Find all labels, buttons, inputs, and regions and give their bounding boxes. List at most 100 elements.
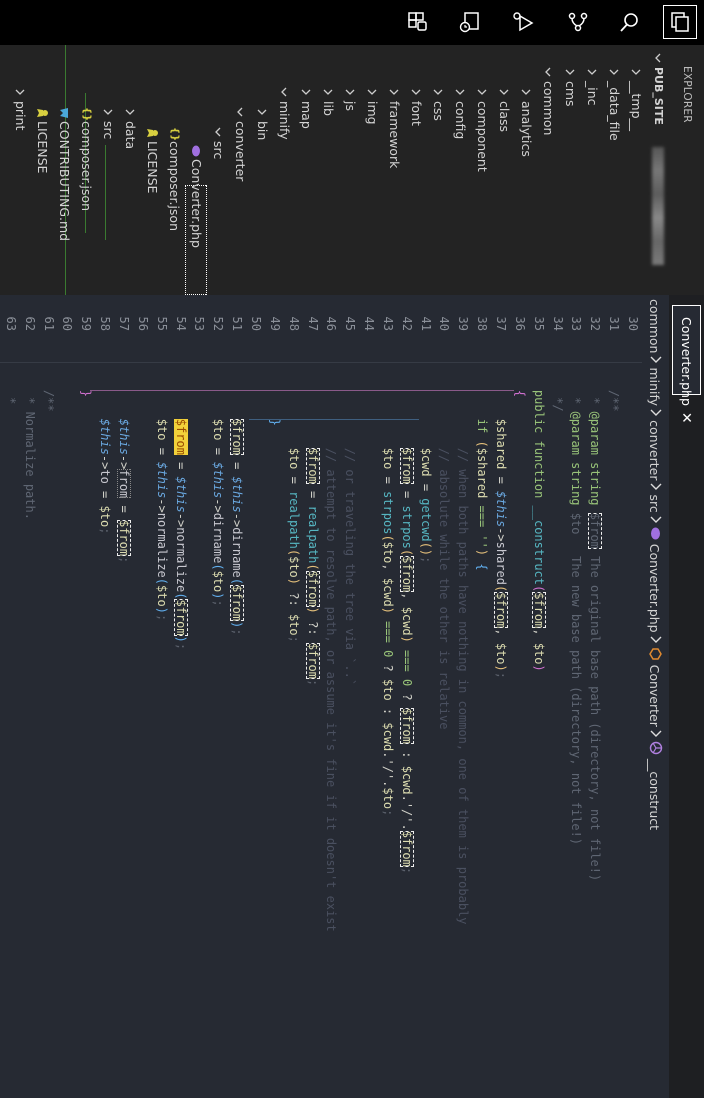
chevron-right-icon	[648, 356, 663, 364]
code-token: $this	[494, 491, 509, 528]
chevron-right-icon	[648, 483, 663, 491]
line-number: 34	[550, 316, 565, 331]
file-item[interactable]: LICENSE	[31, 45, 53, 295]
code-token: )	[305, 606, 320, 614]
folder-item[interactable]: _inc	[581, 45, 603, 295]
code-token: $shared	[494, 418, 509, 470]
folder-item[interactable]: print	[9, 45, 31, 295]
breadcrumb-item[interactable]: Converter.php	[648, 527, 663, 633]
folder-item[interactable]: js	[339, 45, 361, 295]
timeline-icon	[459, 12, 479, 33]
folder-item[interactable]: cms	[559, 45, 581, 295]
code-token: $to	[286, 447, 301, 470]
search-button[interactable]	[613, 5, 647, 39]
tab-bar: Converter.php ✕	[669, 295, 704, 1098]
folder-item[interactable]: lib	[317, 45, 339, 295]
folder-item[interactable]: map	[295, 45, 317, 295]
folder-item[interactable]: __tmp__	[625, 45, 647, 295]
code-token: /**	[41, 361, 56, 412]
code-line: */	[548, 361, 567, 411]
tree-item-label: framework	[387, 101, 402, 169]
tree-item-label: font	[409, 101, 424, 126]
code-token: dirname	[230, 527, 245, 578]
close-tab-icon[interactable]: ✕	[678, 411, 695, 424]
folder-item[interactable]: img	[361, 45, 383, 295]
code-token: __construct	[531, 505, 546, 586]
tree-item-label: minify	[277, 101, 292, 140]
folder-item[interactable]: class	[493, 45, 515, 295]
folder-item[interactable]: config	[449, 45, 471, 295]
code-token: dirname	[211, 512, 226, 564]
breadcrumb-item[interactable]: src	[648, 494, 663, 512]
code-token: shared	[494, 541, 509, 585]
chevron-right-icon	[631, 69, 641, 75]
file-item[interactable]: {} composer.json	[163, 45, 185, 295]
chevron-right-icon	[125, 109, 135, 115]
folder-item[interactable]: common	[537, 45, 559, 295]
code-token: ->	[494, 527, 509, 542]
code-token: ;	[399, 866, 414, 875]
source-control-button[interactable]	[561, 5, 595, 39]
breadcrumb-item[interactable]: common	[648, 299, 663, 353]
code-token: function	[531, 440, 546, 499]
code-token: strpos	[399, 505, 414, 549]
explorer-button[interactable]	[663, 5, 697, 39]
code-token: $to The new base path (directory, not fi…	[569, 505, 584, 846]
code-token: // when both paths have nothing in commo…	[456, 361, 471, 925]
file-item[interactable]: LICENSE	[141, 45, 163, 295]
run-debug-button[interactable]	[506, 5, 540, 39]
breadcrumb-item[interactable]: minify	[648, 367, 663, 406]
breadcrumb-item[interactable]: Converter	[647, 647, 664, 727]
file-item[interactable]: Converter.php	[185, 145, 207, 295]
code-token: $from	[230, 418, 245, 455]
folder-item[interactable]: analytics	[515, 45, 537, 295]
code-token: normalize	[154, 512, 169, 578]
folder-item[interactable]: bin	[251, 45, 273, 295]
breadcrumb-item[interactable]: converter	[648, 420, 663, 480]
code-token	[117, 361, 131, 419]
license-file-icon	[145, 127, 159, 139]
folder-item[interactable]: converter	[229, 45, 251, 295]
folder-item[interactable]: framework	[383, 45, 405, 295]
folder-item[interactable]: font	[405, 45, 427, 295]
folder-item[interactable]: minify	[273, 45, 295, 295]
code-line: $from = realpath($from) ?: $from;	[303, 361, 322, 686]
folder-item[interactable]: src	[207, 45, 229, 295]
folder-item[interactable]: src	[97, 45, 119, 295]
line-number: 48	[286, 316, 301, 331]
code-token	[419, 361, 433, 448]
folder-item[interactable]: css	[427, 45, 449, 295]
breadcrumb-item[interactable]: __construct	[647, 741, 664, 830]
php-file-icon	[189, 145, 203, 157]
code-token: $to	[380, 787, 395, 810]
folder-item[interactable]: component	[471, 45, 493, 295]
timeline-button[interactable]	[453, 5, 487, 39]
folder-item[interactable]: data	[119, 45, 141, 295]
file-item[interactable]: CONTRIBUTING.md	[53, 45, 75, 295]
method-icon	[647, 741, 664, 755]
chevron-right-icon	[587, 69, 597, 75]
code-token: realpath	[305, 505, 320, 564]
code-token: =	[230, 454, 245, 477]
extensions-button[interactable]	[401, 5, 435, 39]
code-token: $to	[154, 418, 169, 441]
code-token: ,	[399, 592, 414, 607]
code-token: ;	[154, 613, 169, 622]
line-number: 41	[418, 316, 433, 331]
code-token: $this	[98, 418, 113, 455]
file-item[interactable]: {} composer.json	[75, 45, 97, 295]
json-file-icon: {}	[169, 127, 180, 142]
tab-converter-php[interactable]: Converter.php ✕	[672, 305, 701, 424]
tree-item-label: src	[211, 141, 226, 160]
code-token	[532, 498, 546, 505]
chevron-right-icon	[499, 89, 509, 95]
code-token: )	[399, 635, 414, 643]
code-token: (	[211, 563, 226, 571]
folder-item[interactable]: _data_file	[603, 45, 625, 295]
folder-item[interactable]: PUB_SITE	[647, 45, 669, 295]
tree-item-label: LICENSE	[35, 121, 50, 174]
line-number: 45	[343, 316, 358, 331]
chevron-right-icon	[565, 69, 575, 75]
code-line: }	[77, 361, 96, 397]
line-number: 51	[230, 316, 245, 331]
